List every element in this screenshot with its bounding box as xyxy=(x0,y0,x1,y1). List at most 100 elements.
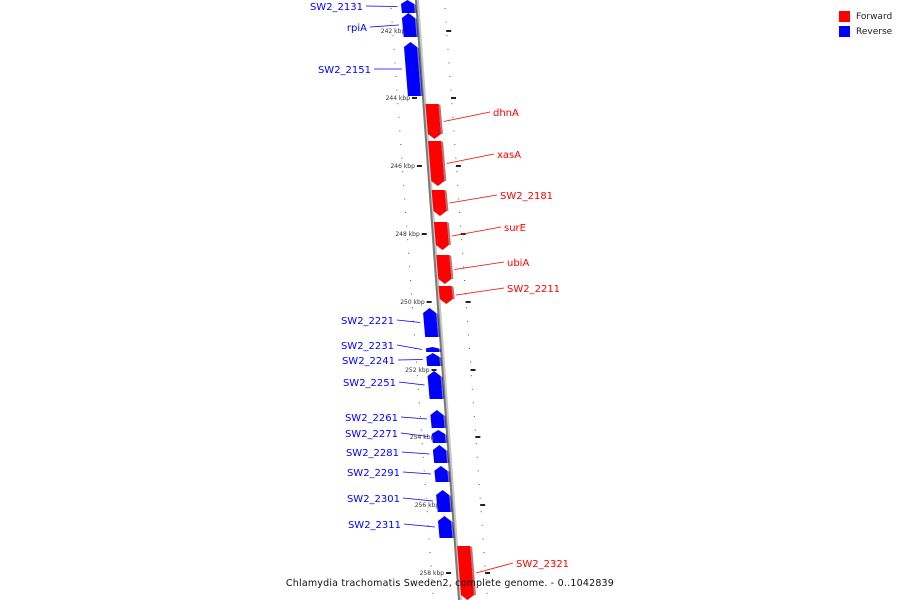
minor-tick xyxy=(429,552,431,553)
minor-tick xyxy=(452,116,454,118)
gene-leader-line xyxy=(449,194,498,204)
gene-arrow xyxy=(427,371,443,399)
gene-leader-line xyxy=(454,261,505,270)
minor-tick xyxy=(466,320,468,322)
major-tick-left xyxy=(426,301,432,303)
tick-label: 256 kbp xyxy=(415,502,440,509)
gene-shade xyxy=(470,546,476,595)
minor-tick xyxy=(479,497,481,499)
gene-dhnA[interactable]: dhnA xyxy=(425,104,519,139)
minor-tick xyxy=(417,388,419,390)
gene-rpiA[interactable]: rpiA xyxy=(347,13,419,37)
gene-label: SW2_2321 xyxy=(516,559,569,570)
gene-SW2_2271[interactable]: SW2_2271 xyxy=(345,429,448,443)
minor-tick xyxy=(401,157,403,159)
tick-label: 246 kbp xyxy=(390,163,415,170)
minor-tick xyxy=(408,252,410,254)
gene-surE[interactable]: surE xyxy=(433,222,526,250)
major-tick-left xyxy=(421,233,427,235)
gene-shade xyxy=(441,141,447,181)
minor-tick xyxy=(445,21,447,23)
gene-label: ubiA xyxy=(507,258,529,269)
gene-shade xyxy=(450,521,455,538)
gene-shade xyxy=(440,376,445,399)
gene-SW2_2261[interactable]: SW2_2261 xyxy=(345,410,447,428)
gene-label: SW2_2291 xyxy=(347,468,400,479)
minor-tick xyxy=(466,307,468,309)
minor-tick xyxy=(484,565,486,567)
minor-tick xyxy=(457,184,459,186)
minor-tick xyxy=(405,212,407,213)
gene-leader-line xyxy=(402,497,433,502)
gene-leader-line xyxy=(365,5,398,7)
gene-SW2_2231[interactable]: SW2_2231 xyxy=(341,341,442,352)
gene-label: SW2_2301 xyxy=(347,494,400,505)
gene-SW2_2181[interactable]: SW2_2181 xyxy=(431,190,553,216)
minor-tick xyxy=(409,266,411,268)
gene-label: SW2_2221 xyxy=(341,316,394,327)
gene-shade xyxy=(439,356,443,366)
gene-leader-line xyxy=(456,287,505,296)
minor-tick xyxy=(399,130,401,132)
minor-tick xyxy=(428,538,430,540)
gene-label: SW2_2151 xyxy=(318,65,371,76)
gene-SW2_2151[interactable]: SW2_2151 xyxy=(318,42,423,96)
minor-tick xyxy=(420,429,422,431)
major-tick-right xyxy=(451,97,457,99)
minor-tick xyxy=(406,225,408,227)
minor-tick xyxy=(458,198,460,200)
gene-xasA[interactable]: xasA xyxy=(428,141,521,186)
gene-SW2_2251[interactable]: SW2_2251 xyxy=(343,371,445,399)
minor-tick xyxy=(453,130,455,132)
minor-tick xyxy=(480,511,482,513)
gene-shade xyxy=(414,3,417,14)
minor-tick xyxy=(456,171,458,173)
gene-label: SW2_2311 xyxy=(348,520,401,531)
minor-tick xyxy=(411,293,413,295)
gene-arrow xyxy=(425,347,440,352)
gene-shade xyxy=(446,222,451,245)
gene-leader-line xyxy=(400,432,429,437)
gene-SW2_2311[interactable]: SW2_2311 xyxy=(348,516,455,538)
gene-arrow xyxy=(431,430,446,443)
minor-tick xyxy=(482,538,484,540)
gene-SW2_2291[interactable]: SW2_2291 xyxy=(347,466,451,482)
gene-arrow xyxy=(436,490,451,512)
major-tick-right xyxy=(455,165,461,167)
tick-label: 254 kbp xyxy=(410,434,435,441)
minor-tick xyxy=(419,416,421,417)
gene-leader-line xyxy=(400,416,428,420)
gene-leader-line xyxy=(475,562,514,574)
minor-tick xyxy=(404,198,406,200)
gene-SW2_2211[interactable]: SW2_2211 xyxy=(438,284,560,304)
gene-SW2_2241[interactable]: SW2_2241 xyxy=(342,353,443,367)
gene-arrow xyxy=(404,42,421,96)
gene-label: xasA xyxy=(497,150,521,161)
gene-label: SW2_2211 xyxy=(507,284,560,295)
gene-features: SW2_2131 rpiA SW2_2151 dhnA xasA SW2_2181 surE… xyxy=(310,0,569,600)
gene-SW2_2221[interactable]: SW2_2221 xyxy=(341,308,441,337)
minor-tick xyxy=(460,225,462,227)
minor-tick xyxy=(463,266,465,268)
minor-tick xyxy=(426,511,428,513)
gene-SW2_2131[interactable]: SW2_2131 xyxy=(310,0,417,14)
gene-label: dhnA xyxy=(493,108,519,119)
gene-arrow xyxy=(426,353,441,366)
minor-tick xyxy=(397,103,399,105)
minor-tick xyxy=(415,361,417,363)
minor-tick xyxy=(462,252,464,254)
gene-SW2_2301[interactable]: SW2_2301 xyxy=(347,490,453,512)
minor-tick xyxy=(478,484,480,485)
gene-arrow xyxy=(437,516,453,538)
gene-ubiA[interactable]: ubiA xyxy=(436,255,529,284)
tick-label: 244 kbp xyxy=(386,95,411,102)
minor-tick xyxy=(421,443,423,445)
minor-tick xyxy=(410,280,412,281)
minor-tick xyxy=(430,565,432,567)
ruler-tick-labels: 242 kbp 244 kbp 246 kbp 248 kbp 250 kbp 252 k… xyxy=(381,28,444,577)
minor-tick xyxy=(472,402,474,404)
gene-SW2_2281[interactable]: SW2_2281 xyxy=(346,445,450,463)
gene-SW2_2321[interactable]: SW2_2321 xyxy=(457,546,569,600)
tick-label: 252 kbp xyxy=(405,367,430,374)
legend-item-reverse: Reverse xyxy=(839,24,892,39)
